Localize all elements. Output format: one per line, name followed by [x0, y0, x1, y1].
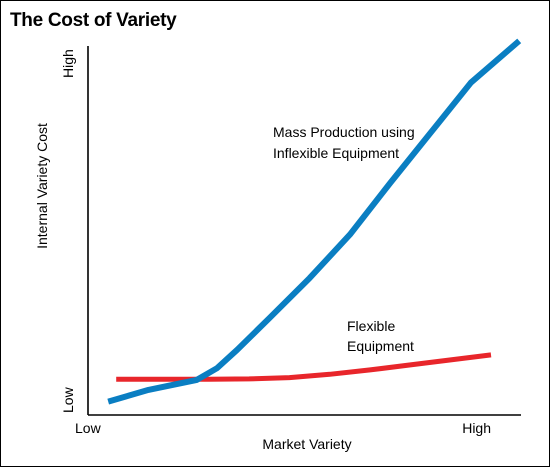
y-tick-low: Low — [60, 386, 76, 413]
series-label-flex-line-2: Equipment — [347, 338, 414, 354]
series-label-mass-line-1: Mass Production using — [273, 124, 415, 140]
series-label-flex-line-1: Flexible — [347, 318, 395, 334]
series-line-flexible-equipment — [116, 352, 492, 382]
x-tick-high: High — [462, 420, 491, 436]
y-tick-high: High — [60, 49, 76, 78]
x-axis-label: Market Variety — [262, 436, 351, 452]
x-tick-low: Low — [75, 420, 102, 436]
y-axis-label: Internal Variety Cost — [34, 123, 50, 249]
series-label-mass-line-2: Inflexible Equipment — [273, 145, 399, 161]
series-line-mass-production — [107, 38, 522, 405]
chart-title: The Cost of Variety — [10, 10, 177, 31]
